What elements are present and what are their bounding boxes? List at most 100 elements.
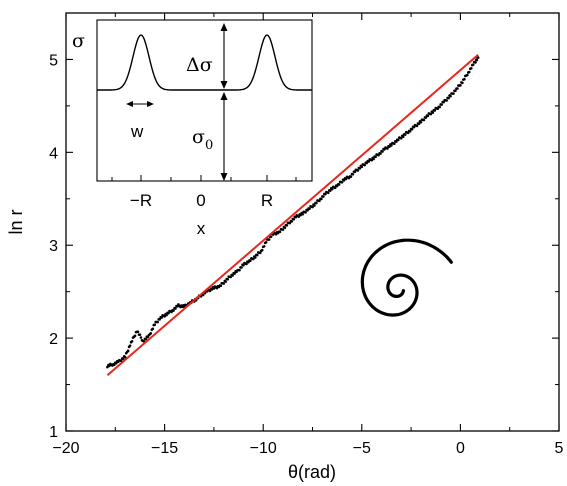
x-tick-label: −10 [250,440,277,457]
scatter-point [476,59,479,62]
inset: σ Δσ σ0 w −R 0 R x [72,20,312,238]
scatter-point [393,142,396,145]
y-tick-label: 1 [49,424,58,441]
x-tick-label: −15 [151,440,178,457]
scatter-point [301,213,304,216]
width-label: w [130,122,144,141]
scatter-point [468,71,471,74]
inset-x-label: x [197,219,206,238]
scatter-point [445,99,448,102]
scatter-point [466,74,469,77]
x-tick-label: 0 [456,440,465,457]
scatter-point [357,169,360,172]
scatter-point [254,256,257,259]
scatter-point [127,350,130,353]
scatter-point [447,97,450,100]
scatter-point [282,228,285,231]
inset-y-label: σ [72,30,85,52]
scatter-point [226,278,229,281]
scatter-point [427,115,430,118]
scatter-point [174,307,177,310]
scatter-point [438,106,441,109]
scatter-point [249,259,252,262]
scatter-point [379,152,382,155]
scatter-point [165,314,168,317]
scatter-point [160,316,163,319]
scatter-point [284,226,287,229]
scatter-point [265,241,268,244]
scatter-point [420,121,423,124]
x-tick-label: −5 [353,440,371,457]
x-tick-label: −20 [52,440,79,457]
y-tick-label: 3 [49,238,58,255]
scatter-point [431,111,434,114]
scatter-point [338,183,341,186]
scatter-point [452,92,455,95]
scatter-point [461,82,464,85]
scatter-point [386,147,389,150]
scatter-point [350,175,353,178]
scatter-point [263,245,266,248]
scatter-point [245,263,248,266]
scatter-point [268,238,271,241]
scatter-point [474,61,477,64]
scatter-point [233,272,236,275]
scatter-point [286,224,289,227]
scatter-point [151,327,154,330]
scatter-point [459,84,462,87]
scatter-point [139,333,142,336]
scatter-point [292,218,295,221]
scatter-point [416,125,419,128]
y-axis-title: ln r [6,209,26,234]
scatter-point [402,135,405,138]
scatter-point [470,67,473,70]
scatter-point [153,323,156,326]
scatter-point [341,181,344,184]
scatter-point [463,78,466,81]
x-axis-title: θ(rad) [288,462,336,482]
scatter-point [304,211,307,214]
scatter-point [220,284,223,287]
scatter-point [397,139,400,142]
scatter-point [404,133,407,136]
scatter-point [433,109,436,112]
y-tick-label: 4 [49,145,58,162]
scatter-point [238,269,241,272]
scatter-point [472,63,475,66]
scatter-point [449,95,452,98]
scatter-point [411,128,414,131]
x-tick-label: 5 [555,440,564,457]
scatter-point [131,340,134,343]
scatter-point [279,231,282,234]
y-tick-label: 2 [49,331,58,348]
scatter-point [231,274,234,277]
scatter-point [308,207,311,210]
scatter-point [456,87,459,90]
scatter-point [242,264,245,267]
scatter-point [137,331,140,334]
scatter-point [322,195,325,198]
scatter-point [331,188,334,191]
sigma0-symbol: σ [192,126,205,148]
scatter-point [423,119,426,122]
scatter-point [361,166,364,169]
scatter-point [134,335,137,338]
scatter-point [374,156,377,159]
sigma0-subscript: 0 [205,138,213,153]
inset-frame [97,20,312,181]
scatter-point [352,173,355,176]
scatter-point [327,191,330,194]
scatter-point [149,332,152,335]
inset-tick-label: −R [130,191,152,210]
scatter-point [167,312,170,315]
scatter-point [372,158,375,161]
scatter-point [240,266,243,269]
scatter-point [129,344,132,347]
y-tick-label: 5 [49,52,58,69]
scatter-point [261,249,264,252]
scatter-point [256,254,259,257]
scatter-point [224,280,227,283]
scatter-point [222,282,225,285]
scatter-point [315,202,318,205]
